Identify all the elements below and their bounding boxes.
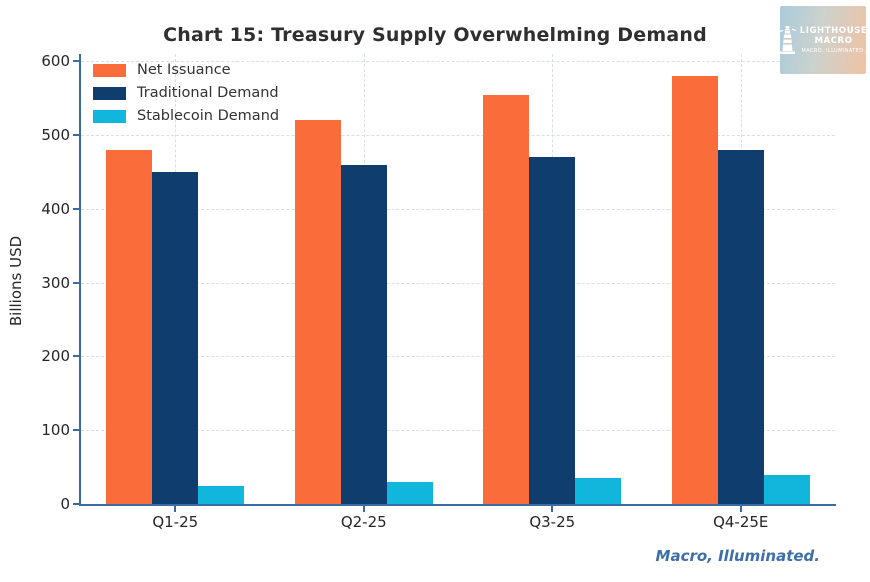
bar-traditional-demand bbox=[152, 172, 199, 504]
legend-label: Stablecoin Demand bbox=[137, 108, 280, 124]
gridline-h bbox=[81, 61, 835, 63]
x-tick-label: Q2-25 bbox=[340, 513, 387, 531]
bar-traditional-demand bbox=[340, 164, 387, 504]
y-axis-label: Billions USD bbox=[7, 235, 25, 327]
gridline-h bbox=[81, 356, 835, 358]
legend-label: Net Issuance bbox=[137, 62, 231, 78]
y-tick-label: 400 bbox=[41, 199, 70, 218]
gridline-h bbox=[81, 208, 835, 210]
legend-swatch bbox=[93, 109, 126, 123]
footer-tagline: Macro, Illuminated. bbox=[655, 547, 820, 565]
gridline-h bbox=[81, 135, 835, 137]
gridline-h bbox=[81, 430, 835, 432]
gridline-h bbox=[81, 282, 835, 284]
lighthouse-icon bbox=[778, 26, 796, 54]
legend-item: Traditional Demand bbox=[93, 85, 279, 101]
x-tick-mark bbox=[174, 506, 177, 512]
bar-stablecoin-demand bbox=[575, 478, 622, 504]
bar-traditional-demand bbox=[529, 157, 576, 504]
logo-line2: MACRO bbox=[814, 36, 853, 46]
y-tick-mark bbox=[73, 355, 79, 358]
y-tick-mark bbox=[73, 503, 79, 505]
chart-title: Chart 15: Treasury Supply Overwhelming D… bbox=[163, 24, 707, 46]
y-tick-mark bbox=[73, 60, 79, 63]
bar-net-issuance bbox=[671, 76, 718, 504]
x-tick-mark bbox=[551, 506, 554, 512]
y-tick-label: 500 bbox=[41, 126, 70, 145]
x-tick-mark bbox=[362, 506, 365, 512]
y-tick-label: 200 bbox=[41, 347, 70, 366]
legend-swatch bbox=[93, 86, 126, 100]
bar-traditional-demand bbox=[717, 149, 764, 504]
x-axis-spine bbox=[79, 504, 836, 506]
logo-text: LIGHTHOUSE MACRO MACRO, ILLUMINATED. bbox=[800, 26, 868, 54]
y-tick-mark bbox=[73, 207, 79, 210]
bar-net-issuance bbox=[294, 120, 341, 504]
legend: Net Issuance Traditional Demand Stablecoin… bbox=[93, 62, 279, 124]
x-tick-label: Q1-25 bbox=[152, 513, 199, 531]
y-tick-label: 0 bbox=[60, 495, 70, 513]
y-tick-mark bbox=[73, 134, 79, 137]
y-tick-label: 100 bbox=[41, 421, 70, 440]
y-tick-mark bbox=[73, 281, 79, 284]
x-tick-mark bbox=[739, 506, 742, 512]
x-tick-label: Q3-25 bbox=[529, 513, 576, 531]
logo-tagline: MACRO, ILLUMINATED. bbox=[801, 48, 866, 54]
logo-line1: LIGHTHOUSE bbox=[799, 26, 868, 36]
y-tick-label: 300 bbox=[41, 273, 70, 292]
bar-stablecoin-demand bbox=[386, 481, 433, 504]
lighthouse-macro-logo: LIGHTHOUSE MACRO MACRO, ILLUMINATED. bbox=[778, 6, 868, 74]
legend-label: Traditional Demand bbox=[137, 85, 279, 101]
y-axis-spine bbox=[79, 54, 81, 506]
legend-swatch bbox=[93, 63, 126, 77]
y-tick-label: 600 bbox=[41, 52, 70, 71]
legend-item: Stablecoin Demand bbox=[93, 108, 279, 124]
x-tick-label: Q4-25E bbox=[713, 513, 769, 531]
bar-net-issuance bbox=[106, 149, 153, 504]
y-tick-mark bbox=[73, 429, 79, 432]
legend-item: Net Issuance bbox=[93, 62, 279, 78]
bar-stablecoin-demand bbox=[198, 485, 245, 504]
plot-area: Net Issuance Traditional Demand Stablecoin… bbox=[81, 54, 835, 504]
bar-stablecoin-demand bbox=[763, 474, 810, 504]
bar-net-issuance bbox=[483, 94, 530, 504]
